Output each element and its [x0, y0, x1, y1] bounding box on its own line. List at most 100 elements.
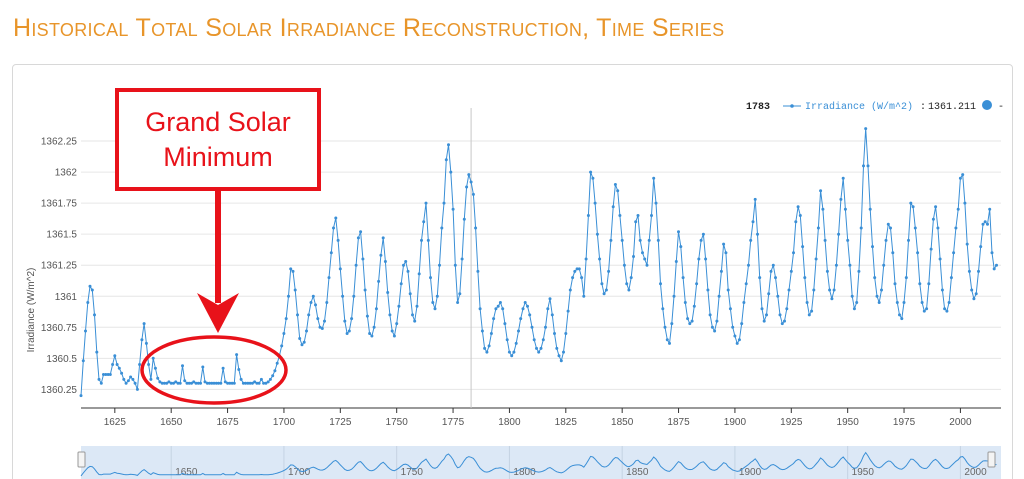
data-point — [638, 238, 642, 242]
data-point — [181, 364, 184, 368]
data-point — [816, 226, 820, 230]
data-point — [248, 381, 252, 385]
data-point — [758, 276, 762, 280]
data-point — [659, 282, 662, 286]
data-point — [742, 301, 746, 304]
data-point — [728, 307, 732, 311]
data-point — [632, 255, 635, 258]
data-point — [654, 201, 658, 205]
data-point — [257, 381, 261, 385]
y-tick-label: 1362 — [55, 168, 78, 179]
data-point — [722, 242, 726, 246]
y-tick-label: 1361.75 — [41, 199, 78, 210]
data-point — [837, 232, 841, 236]
data-point — [266, 380, 270, 384]
irradiance-chart[interactable]: 1625 1650 1675 1700 1725 1750 1775 1800 1825 1850… — [13, 65, 1012, 479]
data-point — [435, 294, 439, 298]
data-point — [422, 220, 426, 224]
data-point — [392, 334, 396, 338]
data-point — [947, 301, 951, 304]
data-point — [830, 297, 834, 301]
navigator-left-handle[interactable] — [77, 451, 86, 468]
data-point — [706, 288, 710, 292]
data-point — [399, 282, 403, 286]
data-point — [699, 238, 703, 242]
data-point — [178, 381, 182, 385]
navigator[interactable]: 1650 1700 1750 1800 1850 1900 1950 2000 — [77, 446, 1001, 479]
data-point — [235, 353, 239, 357]
x-tick-label: 1875 — [667, 417, 690, 428]
data-point — [776, 294, 780, 298]
y-axis-title: Irradiance (W/m^2) — [26, 268, 37, 353]
data-point — [404, 260, 408, 263]
data-point — [859, 226, 863, 230]
data-point — [591, 176, 595, 180]
data-point — [857, 269, 861, 273]
data-point — [622, 263, 626, 267]
data-point — [212, 381, 216, 385]
data-point — [735, 341, 739, 345]
data-point — [807, 313, 811, 317]
data-point — [126, 379, 130, 383]
series-points — [79, 127, 998, 398]
data-point — [291, 269, 295, 273]
data-point — [988, 207, 992, 211]
data-point — [774, 276, 777, 280]
legend-colon: : — [920, 102, 926, 113]
data-point — [636, 214, 640, 217]
data-point — [426, 238, 430, 242]
data-point — [539, 346, 543, 350]
data-point — [106, 373, 110, 376]
data-point — [359, 230, 363, 234]
data-point — [368, 332, 372, 335]
data-point — [762, 319, 766, 323]
data-point — [995, 263, 998, 267]
legend-dot[interactable] — [982, 100, 992, 110]
data-point — [111, 363, 115, 366]
data-point — [925, 307, 929, 311]
data-point — [864, 127, 868, 131]
data-point — [771, 263, 775, 267]
data-point — [697, 257, 701, 261]
data-point — [747, 263, 750, 267]
y-tick-label: 1361 — [55, 292, 78, 303]
data-point — [460, 257, 464, 261]
page-title: Historical Total Solar Irradiance Recons… — [13, 14, 725, 42]
data-point — [564, 332, 568, 335]
data-point — [679, 245, 683, 249]
chart-panel: 1625 1650 1675 1700 1725 1750 1775 1800 1825 1850… — [12, 64, 1013, 479]
data-point — [537, 350, 541, 354]
data-point — [751, 220, 755, 224]
data-point — [489, 332, 493, 335]
data-point — [717, 294, 721, 298]
data-point — [986, 222, 989, 226]
data-point — [262, 381, 266, 385]
data-point — [602, 292, 606, 296]
legend-series-label: Irradiance (W/m^2) — [805, 101, 913, 113]
navigator-right-handle[interactable] — [987, 451, 996, 468]
data-point — [530, 325, 534, 329]
data-point — [900, 317, 904, 321]
data-point — [780, 322, 784, 326]
data-point — [695, 282, 699, 286]
data-point — [480, 329, 484, 333]
data-point — [228, 381, 232, 385]
data-point — [503, 322, 507, 326]
data-point — [961, 173, 965, 177]
data-point — [967, 269, 971, 273]
data-point — [891, 251, 895, 255]
data-point — [498, 301, 502, 304]
data-point — [559, 359, 563, 363]
data-point — [305, 329, 308, 333]
data-point — [647, 238, 651, 242]
navigator-tick-label: 1900 — [739, 467, 762, 478]
data-point — [485, 350, 489, 354]
data-point — [656, 238, 660, 242]
navigator-tick-label: 1750 — [401, 467, 424, 478]
data-point — [584, 257, 588, 261]
data-point — [494, 307, 498, 311]
data-point — [512, 350, 516, 354]
data-point — [913, 226, 917, 230]
data-point — [929, 247, 933, 251]
data-point — [350, 317, 354, 321]
